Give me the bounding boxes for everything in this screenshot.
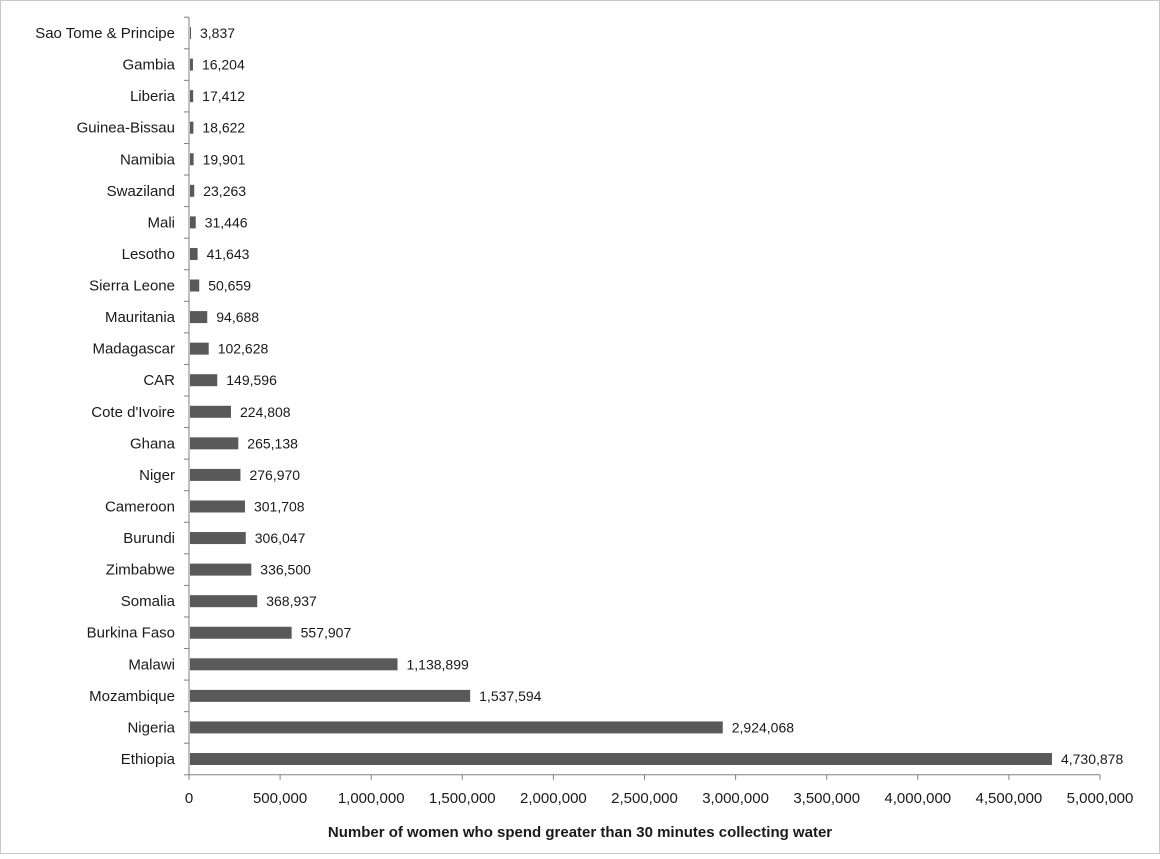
value-label: 306,047 — [255, 530, 306, 546]
bar — [190, 311, 208, 324]
value-labels-group: 3,837 16,204 17,412 18,622 19,901 23,263 31,44… — [200, 25, 1123, 767]
category-label: Cameroon — [105, 498, 175, 515]
bar — [190, 58, 193, 71]
x-tick-label: 1,000,000 — [338, 790, 405, 807]
bar — [190, 405, 231, 418]
bar — [190, 563, 252, 576]
value-label: 19,901 — [203, 151, 246, 167]
category-label: Malawi — [128, 656, 175, 673]
bar — [190, 500, 245, 513]
bar — [190, 721, 723, 734]
category-label: Zimbabwe — [106, 562, 175, 579]
bar — [190, 27, 191, 39]
category-label: Gambia — [122, 57, 175, 74]
category-label: Mauritania — [105, 309, 176, 326]
bars-group — [190, 27, 1052, 765]
bar — [190, 247, 198, 260]
bar — [190, 342, 209, 355]
value-label: 1,537,594 — [479, 688, 541, 704]
x-tick-label: 0 — [185, 790, 193, 807]
value-label: 50,659 — [208, 278, 251, 294]
x-tick-label: 1,500,000 — [429, 790, 496, 807]
category-label: Sao Tome & Principe — [35, 25, 175, 42]
bar — [190, 532, 246, 545]
value-label: 102,628 — [218, 341, 269, 357]
category-label: Madagascar — [92, 341, 175, 358]
category-label: CAR — [143, 372, 175, 389]
bar — [190, 121, 194, 134]
y-axis — [184, 16, 190, 776]
bar — [190, 626, 292, 639]
value-label: 336,500 — [260, 562, 311, 578]
category-label: Ethiopia — [121, 751, 176, 768]
value-label: 16,204 — [202, 57, 245, 73]
bar — [190, 437, 239, 450]
category-label: Cote d'Ivoire — [91, 404, 175, 421]
x-tick-label: 4,000,000 — [884, 790, 951, 807]
category-label: Somalia — [121, 593, 176, 610]
bar — [190, 753, 1052, 765]
bar — [190, 216, 196, 229]
value-label: 4,730,878 — [1061, 751, 1123, 767]
x-axis-title: Number of women who spend greater than 3… — [328, 824, 832, 841]
category-label: Mali — [147, 214, 175, 231]
x-tick-label: 5,000,000 — [1067, 790, 1134, 807]
value-label: 18,622 — [202, 120, 245, 136]
value-label: 1,138,899 — [407, 656, 469, 672]
bar — [190, 689, 471, 702]
value-label: 276,970 — [249, 467, 300, 483]
bar — [190, 374, 218, 387]
x-tick-label: 3,500,000 — [793, 790, 860, 807]
x-axis: 0 500,000 1,000,000 1,500,000 2,000,000 2,500… — [185, 774, 1134, 807]
category-label: Namibia — [120, 151, 176, 168]
value-label: 224,808 — [240, 404, 291, 420]
value-label: 31,446 — [205, 214, 248, 230]
category-label: Niger — [139, 467, 175, 484]
category-label: Guinea-Bissau — [77, 120, 175, 137]
value-label: 149,596 — [226, 372, 277, 388]
x-tick-label: 2,500,000 — [611, 790, 678, 807]
value-label: 41,643 — [207, 246, 250, 262]
bar — [190, 595, 258, 608]
value-label: 17,412 — [202, 88, 245, 104]
category-label: Mozambique — [89, 688, 175, 705]
bar — [190, 184, 195, 197]
value-label: 2,924,068 — [732, 719, 794, 735]
category-label: Lesotho — [122, 246, 175, 263]
value-label: 301,708 — [254, 498, 305, 514]
bar — [190, 279, 200, 292]
value-label: 265,138 — [247, 435, 298, 451]
bar — [190, 153, 194, 166]
category-label: Sierra Leone — [89, 278, 175, 295]
value-label: 23,263 — [203, 183, 246, 199]
x-tick-label: 3,000,000 — [702, 790, 769, 807]
bar — [190, 468, 241, 481]
bar — [190, 658, 398, 671]
value-label: 3,837 — [200, 25, 235, 41]
category-label: Burkina Faso — [87, 625, 175, 642]
x-tick-label: 500,000 — [253, 790, 307, 807]
x-tick-label: 2,000,000 — [520, 790, 587, 807]
value-label: 368,937 — [266, 593, 317, 609]
category-label: Liberia — [130, 88, 176, 105]
category-label: Ghana — [130, 435, 176, 452]
category-labels-group: Sao Tome & Principe Gambia Liberia Guinea-B… — [35, 25, 175, 768]
value-label: 557,907 — [301, 625, 352, 641]
x-tick-label: 4,500,000 — [976, 790, 1043, 807]
category-label: Nigeria — [127, 719, 175, 736]
value-label: 94,688 — [216, 309, 259, 325]
category-label: Swaziland — [107, 183, 175, 200]
bar — [190, 90, 194, 103]
category-label: Burundi — [123, 530, 175, 547]
